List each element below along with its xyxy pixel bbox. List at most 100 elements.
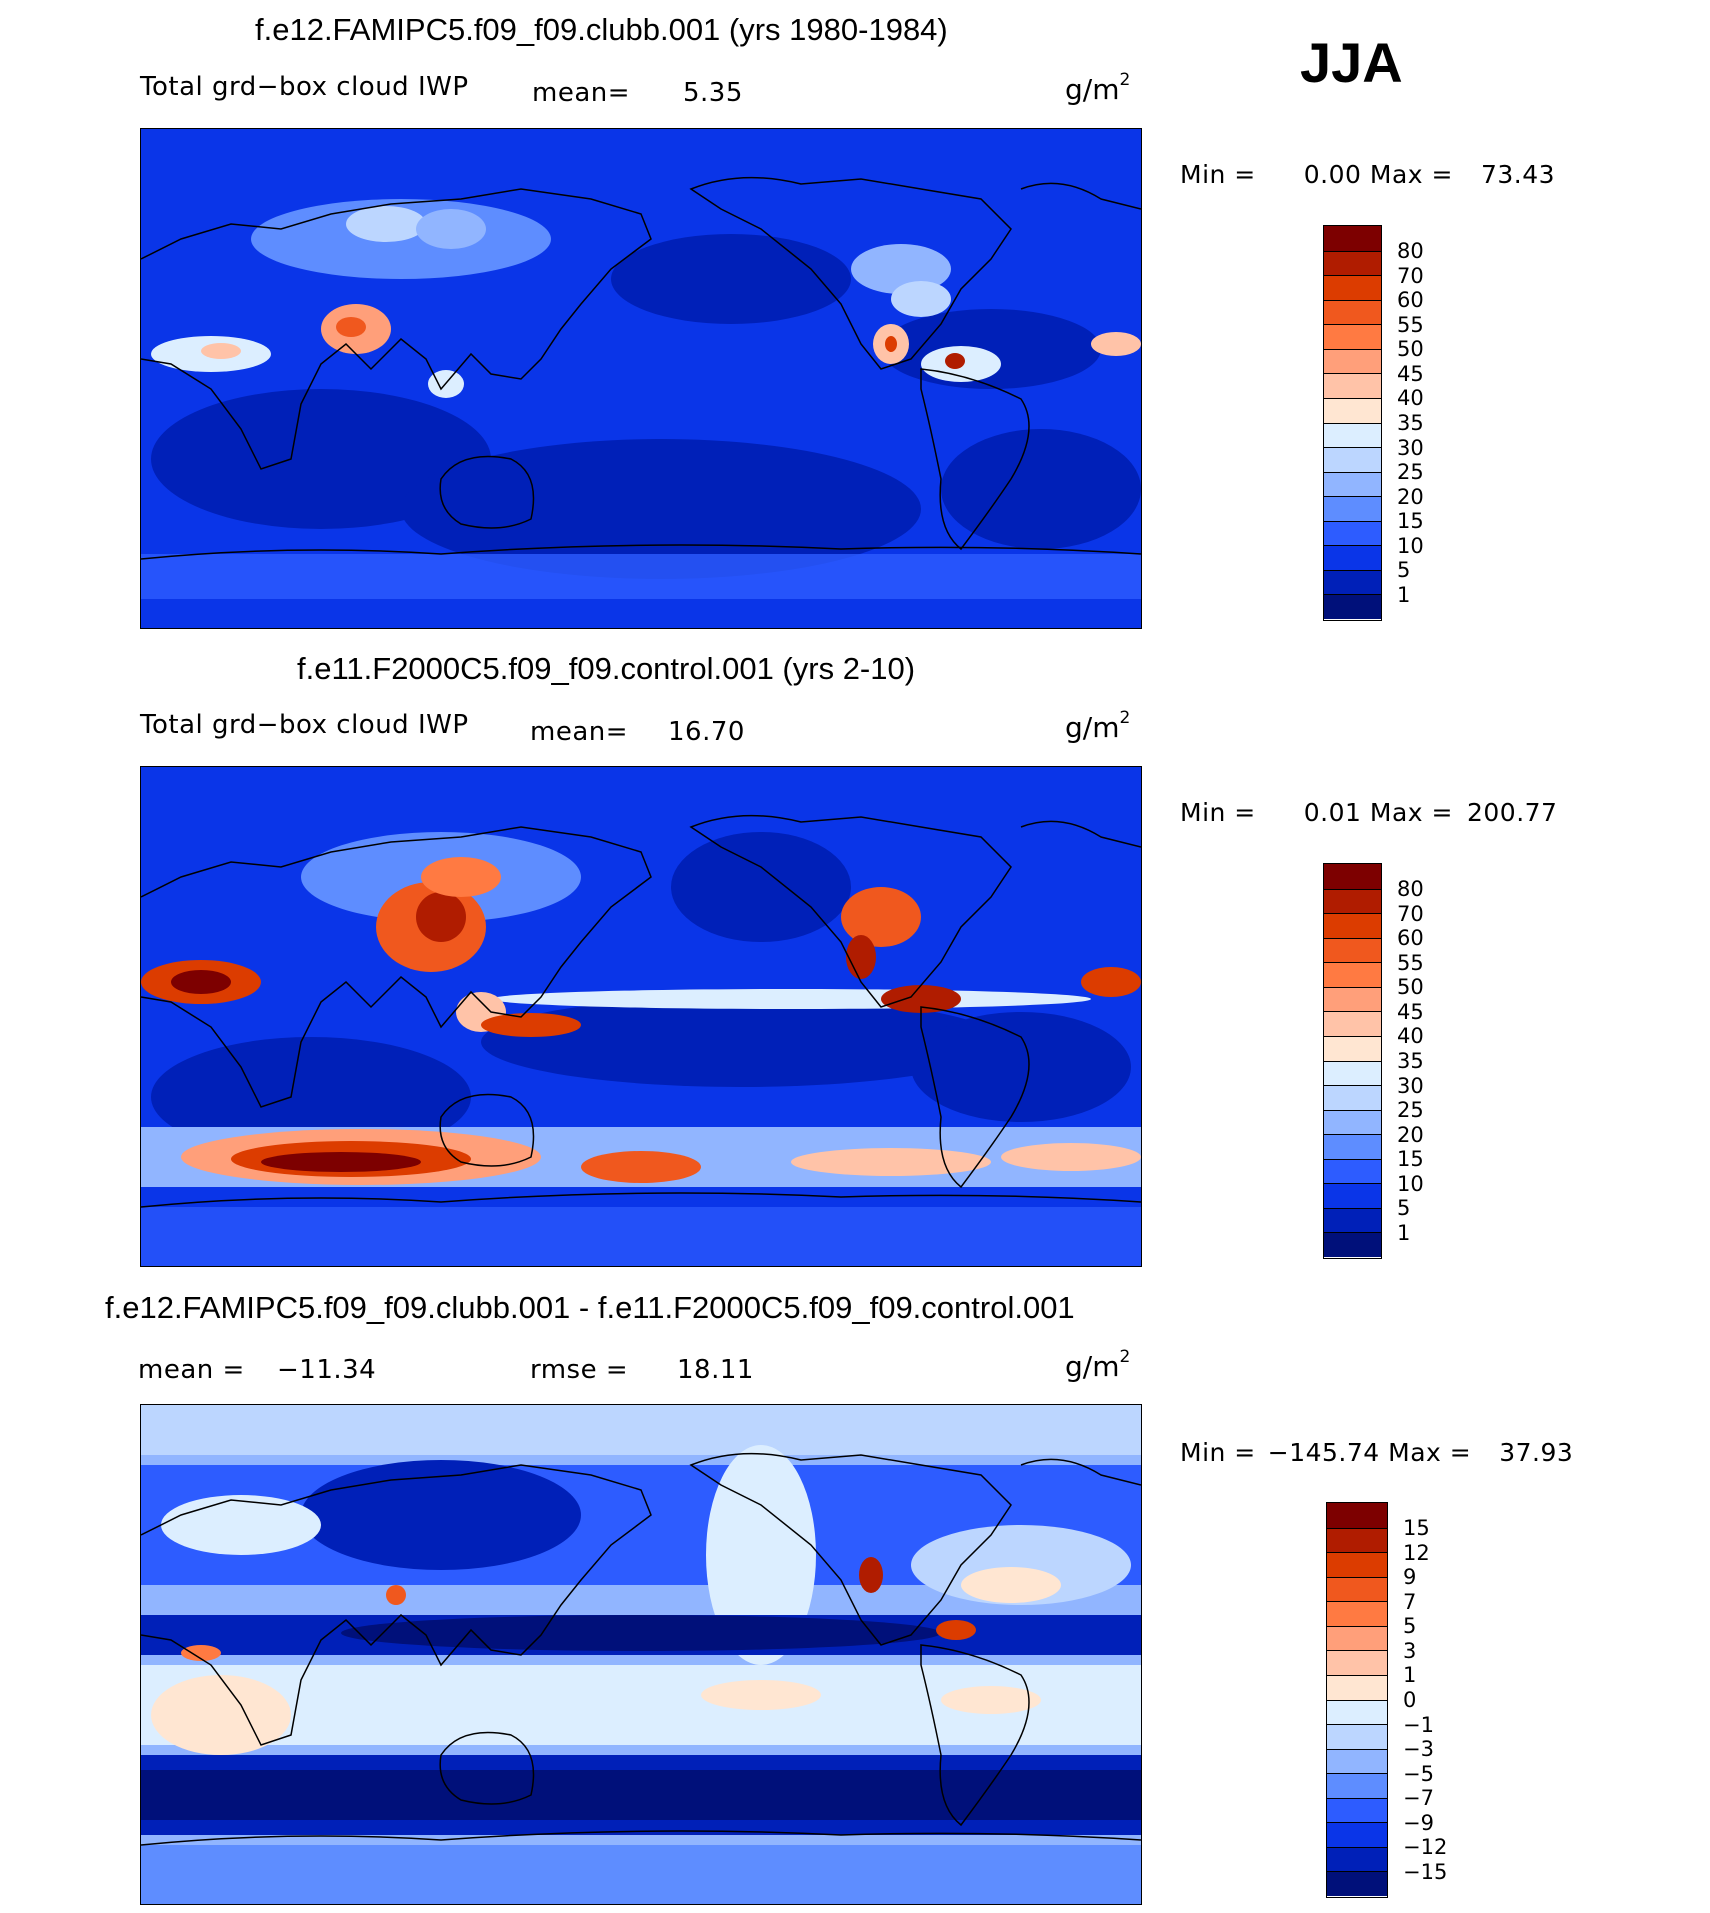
panel2-colorbar-swatch (1324, 1158, 1381, 1184)
panel1-colorbar-tick-label: 1 (1397, 582, 1411, 607)
panel2-map (140, 766, 1142, 1267)
panel2-colorbar-swatch (1324, 1232, 1381, 1257)
panel2-colorbar-swatch (1324, 864, 1381, 889)
panel3-map-svg (141, 1405, 1141, 1904)
panel3-colorbar-tick-label: −12 (1403, 1835, 1448, 1860)
panel2-colorbar-swatch (1324, 1085, 1381, 1110)
panel2-colorbar-swatch (1324, 962, 1381, 987)
panel2-colorbar-swatch (1324, 1060, 1381, 1086)
panel1-colorbar-tick-label: 35 (1397, 411, 1424, 435)
panel1-field-label: Total grd−box cloud IWP (140, 72, 469, 102)
panel3-colorbar-tick-label: 0 (1403, 1688, 1417, 1712)
panel1-colorbar-tick-label: 55 (1397, 312, 1424, 337)
panel3-rmse-value: 18.11 (677, 1355, 754, 1385)
panel3-colorbar-tick-label: 15 (1403, 1516, 1430, 1541)
panel3-colorbar-tick-label: 1 (1403, 1663, 1417, 1688)
panel2-field-label: Total grd−box cloud IWP (140, 710, 469, 740)
panel3-mean-label: mean = (138, 1355, 245, 1385)
panel2-colorbar-swatch (1324, 1207, 1381, 1233)
panel2-colorbar-tick-label: 5 (1397, 1196, 1411, 1221)
panel1-colorbar-swatch (1324, 422, 1381, 448)
panel1-colorbar-tick-label: 15 (1397, 509, 1424, 534)
panel3-colorbar-tick-label: −9 (1403, 1810, 1434, 1835)
panel3-colorbar-swatch (1327, 1748, 1387, 1774)
panel1-map (140, 128, 1142, 629)
panel3-colorbar-tick-label: 9 (1403, 1565, 1417, 1590)
panel1-mean-label: mean= (532, 78, 631, 108)
panel1-colorbar-swatch (1324, 250, 1381, 276)
panel2-colorbar-swatch (1324, 937, 1381, 963)
panel3-units: g/m2 (1065, 1347, 1131, 1383)
panel1-colorbar-tick-label: 30 (1397, 435, 1424, 460)
panel3-colorbar-swatch (1327, 1773, 1387, 1798)
panel1-mean-value: 5.35 (683, 78, 743, 108)
panel1-colorbar-tick-label: 5 (1397, 558, 1411, 583)
panel3-colorbar-tick-label: 12 (1403, 1540, 1430, 1565)
panel1-colorbar-tick-label: 45 (1397, 361, 1424, 386)
panel3-colorbar-swatch (1327, 1625, 1387, 1651)
panel1-map-svg (141, 129, 1141, 628)
panel1-minmax: Min = 0.00 Max = 73.43 (1180, 160, 1556, 189)
panel2-colorbar-tick-label: 30 (1397, 1073, 1424, 1098)
panel3-colorbar-tick-label: 3 (1403, 1638, 1417, 1663)
panel3-colorbar-swatch (1327, 1650, 1387, 1675)
panel3-colorbar-swatch (1327, 1822, 1387, 1847)
panel2-colorbar-swatch (1324, 1011, 1381, 1036)
panel3-map (140, 1404, 1142, 1905)
panel1-colorbar-tick-label: 60 (1397, 288, 1424, 313)
panel1-colorbar (1323, 225, 1382, 621)
panel3-colorbar-tick-label: −3 (1403, 1737, 1434, 1762)
panel1-colorbar-swatch (1324, 397, 1381, 423)
panel2-colorbar-swatch (1324, 888, 1381, 914)
panel2-minmax: Min = 0.01 Max = 200.77 (1180, 798, 1558, 827)
panel1-colorbar-swatch (1324, 324, 1381, 349)
panel3-colorbar-tick-label: 7 (1403, 1589, 1417, 1614)
panel2-mean-value: 16.70 (668, 717, 745, 747)
panel2-colorbar-tick-label: 40 (1397, 1024, 1424, 1049)
panel1-colorbar-swatch (1324, 348, 1381, 374)
panel2-colorbar-tick-label: 35 (1397, 1049, 1424, 1073)
panel2-colorbar-tick-label: 45 (1397, 999, 1424, 1024)
panel2-colorbar-swatch (1324, 913, 1381, 938)
panel2-mean-label: mean= (530, 717, 629, 747)
panel3-colorbar-swatch (1327, 1871, 1387, 1896)
panel3-colorbar-swatch (1327, 1724, 1387, 1749)
panel3-colorbar-swatch (1327, 1601, 1387, 1626)
panel3-colorbar-swatch (1327, 1846, 1387, 1872)
panel1-colorbar-swatch (1324, 299, 1381, 325)
panel1-colorbar-tick-label: 70 (1397, 263, 1424, 288)
panel1-colorbar-swatch (1324, 471, 1381, 497)
panel3-colorbar-swatch (1327, 1527, 1387, 1553)
panel2-units: g/m2 (1065, 708, 1131, 744)
panel2-colorbar-swatch (1324, 1035, 1381, 1061)
panel3-title: f.e12.FAMIPC5.f09_f09.clubb.001 - f.e11.… (105, 1290, 1075, 1325)
panel3-colorbar-swatch (1327, 1576, 1387, 1602)
panel2-colorbar-tick-label: 10 (1397, 1171, 1424, 1196)
panel2-colorbar-tick-label: 20 (1397, 1122, 1424, 1147)
panel1-colorbar-tick-label: 80 (1397, 239, 1424, 264)
panel2-colorbar-swatch (1324, 1134, 1381, 1159)
panel3-colorbar-tick-label: −1 (1403, 1712, 1434, 1737)
panel3-rmse-label: rmse = (530, 1355, 629, 1385)
panel1-title: f.e12.FAMIPC5.f09_f09.clubb.001 (yrs 198… (255, 12, 948, 47)
panel1-colorbar-swatch (1324, 594, 1381, 619)
panel3-colorbar-tick-label: −5 (1403, 1761, 1434, 1786)
panel2-title: f.e11.F2000C5.f09_f09.control.001 (yrs 2… (297, 651, 916, 686)
panel2-colorbar-tick-label: 60 (1397, 926, 1424, 951)
panel3-colorbar-swatch (1327, 1552, 1387, 1577)
panel1-colorbar-swatch (1324, 447, 1381, 472)
panel2-colorbar-tick-label: 15 (1397, 1147, 1424, 1172)
panel2-map-svg (141, 767, 1141, 1266)
panel2-colorbar-tick-label: 70 (1397, 901, 1424, 926)
panel2-colorbar-tick-label: 55 (1397, 950, 1424, 975)
panel1-units: g/m2 (1065, 70, 1131, 106)
panel3-minmax: Min = −145.74 Max = 37.93 (1180, 1438, 1574, 1467)
panel1-colorbar-swatch (1324, 496, 1381, 521)
season-label: JJA (1300, 31, 1403, 94)
panel2-colorbar-swatch (1324, 986, 1381, 1012)
panel2-colorbar-swatch (1324, 1109, 1381, 1135)
panel3-colorbar-swatch (1327, 1699, 1387, 1725)
panel1-colorbar-swatch (1324, 226, 1381, 251)
panel1-colorbar-swatch (1324, 569, 1381, 595)
panel3-colorbar-swatch (1327, 1503, 1387, 1528)
